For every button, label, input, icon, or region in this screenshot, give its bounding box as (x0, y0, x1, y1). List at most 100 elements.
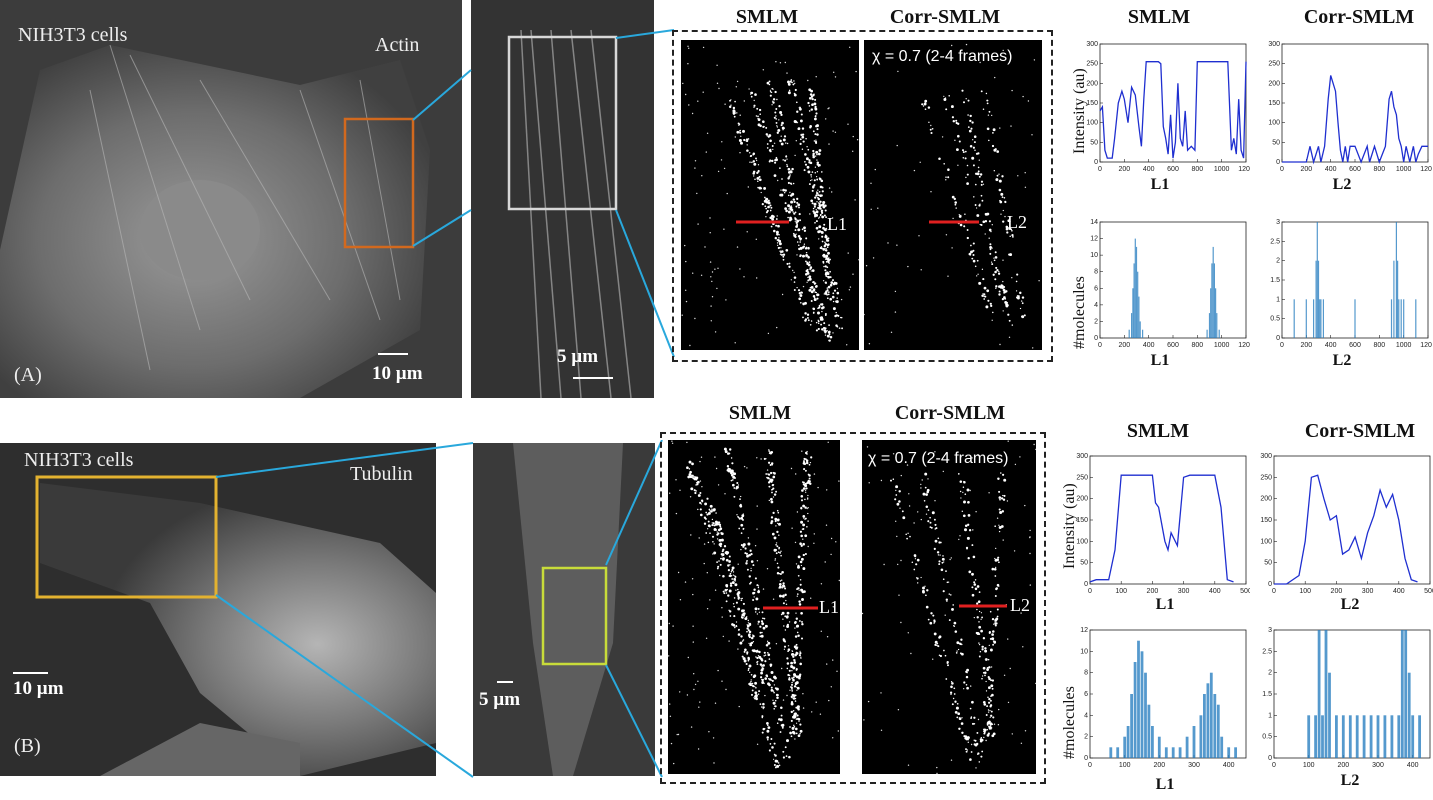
localization-point (800, 499, 804, 502)
localization-point (989, 648, 993, 652)
localization-point (797, 634, 800, 637)
localization-point (984, 674, 986, 677)
localization-point (950, 681, 953, 683)
background-point (735, 86, 737, 88)
localization-point (803, 590, 806, 593)
histogram-bar (1400, 299, 1402, 338)
localization-point (730, 472, 733, 475)
plot-frame (1273, 629, 1431, 759)
localization-point (770, 689, 774, 692)
localization-point (811, 171, 814, 173)
localization-point (758, 656, 761, 659)
localization-point (982, 108, 985, 110)
background-point (728, 640, 730, 642)
localization-point (837, 314, 840, 317)
localization-point (752, 634, 755, 638)
background-point (713, 762, 715, 764)
localization-point (795, 651, 798, 654)
localization-point (994, 278, 997, 281)
background-point (877, 207, 879, 209)
localization-point (753, 162, 757, 166)
localization-point (761, 611, 764, 614)
localization-point (818, 177, 821, 180)
background-point (806, 450, 808, 453)
localization-point (788, 219, 792, 222)
localization-point (954, 700, 957, 703)
localization-point (801, 598, 804, 601)
localization-point (800, 544, 803, 547)
y-tick-label: 100 (1260, 538, 1272, 545)
localization-point (778, 764, 781, 767)
localization-point (756, 661, 758, 664)
histogram-bar (1133, 263, 1135, 338)
localization-point (792, 697, 796, 700)
localization-point (696, 483, 699, 486)
localization-point (964, 528, 967, 532)
background-point (841, 222, 844, 224)
localization-point (816, 153, 818, 156)
background-point (760, 458, 762, 460)
localization-point (739, 130, 741, 132)
localization-point (797, 593, 799, 595)
localization-point (966, 488, 970, 492)
y-tick-label: 0.5 (1270, 316, 1280, 323)
localization-point (725, 592, 728, 594)
localization-point (774, 90, 777, 94)
background-point (673, 762, 675, 765)
x-tick-label: 200 (1147, 588, 1159, 595)
x-tick-label: 0 (1098, 342, 1102, 349)
localization-point (925, 493, 928, 496)
corr-smlm-header: Corr-SMLM (894, 402, 1006, 424)
localization-point (713, 528, 717, 531)
localization-point (711, 508, 713, 510)
localization-point (768, 83, 771, 86)
x-tick-label: 500 (1424, 588, 1433, 595)
background-point (723, 167, 726, 170)
background-point (710, 320, 712, 322)
background-point (939, 554, 941, 556)
background-point (1020, 742, 1023, 744)
background-point (958, 214, 960, 216)
background-point (1008, 336, 1011, 338)
histogram-bar (1210, 288, 1212, 338)
localization-point (798, 244, 800, 247)
localization-point (936, 551, 940, 554)
localization-point (796, 286, 798, 289)
localization-point (923, 102, 927, 106)
x-tick-label: 0 (1088, 588, 1092, 595)
localization-point (792, 678, 795, 682)
localization-point (974, 739, 977, 742)
background-point (757, 623, 759, 625)
background-point (819, 713, 822, 715)
localization-point (948, 95, 950, 97)
localization-point (946, 600, 948, 603)
localization-point (786, 625, 790, 628)
localization-point (766, 675, 769, 678)
localization-point (997, 477, 1000, 481)
background-point (993, 723, 996, 725)
background-point (669, 703, 671, 705)
localization-point (815, 208, 817, 211)
localization-point (798, 213, 801, 216)
background-point (854, 199, 856, 201)
background-point (1002, 259, 1004, 261)
background-point (721, 680, 723, 682)
localization-point (993, 567, 997, 571)
localization-point (724, 450, 728, 454)
localization-point (815, 291, 818, 294)
localization-point (768, 485, 771, 488)
background-point (919, 161, 921, 163)
localization-point (781, 587, 784, 589)
background-point (685, 260, 687, 263)
localization-point (1001, 175, 1004, 178)
localization-point (987, 299, 990, 302)
background-point (907, 632, 909, 634)
localization-point (740, 544, 743, 547)
background-point (1007, 440, 1009, 442)
y-tick-label: 150 (1268, 100, 1280, 107)
localization-point (816, 133, 819, 136)
localization-point (939, 654, 943, 658)
localization-point (797, 228, 801, 232)
localization-point (786, 165, 789, 168)
